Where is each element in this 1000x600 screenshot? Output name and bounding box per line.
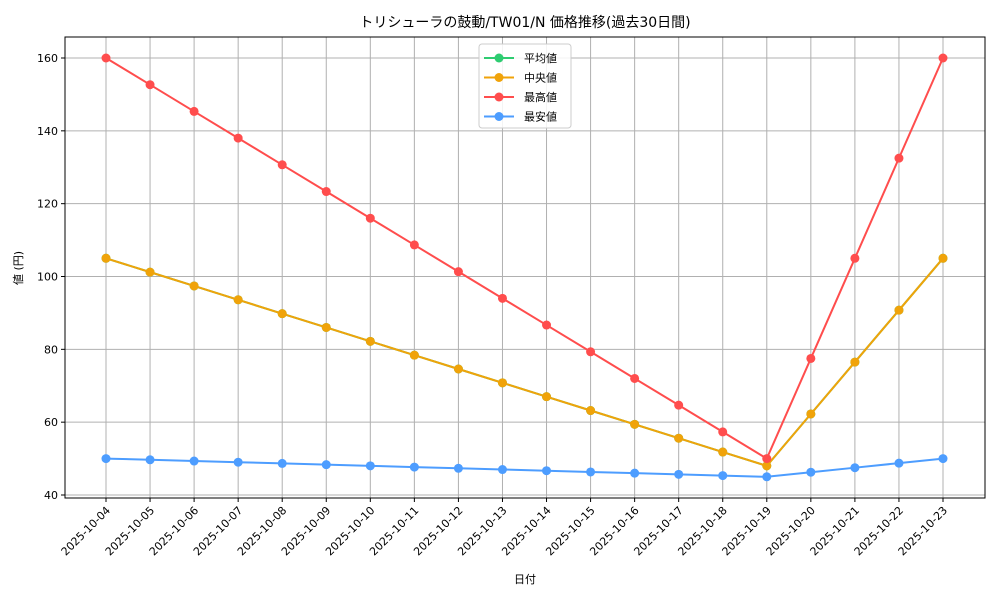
series-0 <box>101 253 948 471</box>
data-point <box>101 253 111 263</box>
data-point <box>674 469 684 479</box>
grid-lines <box>65 37 985 498</box>
data-point <box>674 433 684 443</box>
data-point <box>762 461 772 471</box>
legend-marker-icon <box>494 92 504 102</box>
data-point <box>630 373 640 383</box>
data-point <box>894 305 904 315</box>
data-point <box>762 472 772 482</box>
data-point <box>497 465 507 475</box>
series-line <box>105 57 944 461</box>
series-line <box>105 457 944 478</box>
data-point <box>453 267 463 277</box>
legend-marker-icon <box>494 73 504 82</box>
data-point <box>101 454 111 464</box>
data-point <box>321 187 331 197</box>
data-point <box>277 458 287 468</box>
data-point <box>409 240 419 250</box>
y-tick-label: 100 <box>37 271 58 284</box>
data-point <box>233 133 243 143</box>
data-point <box>762 454 772 464</box>
data-point <box>189 281 199 291</box>
data-point <box>850 357 860 367</box>
legend-label: 最高値 <box>524 90 557 104</box>
data-point <box>542 466 552 476</box>
data-point <box>145 455 155 465</box>
legend-box <box>478 43 572 129</box>
legend-marker-icon <box>494 53 504 63</box>
data-point <box>586 467 596 477</box>
data-point <box>497 378 507 388</box>
data-point <box>542 320 552 330</box>
series-1 <box>101 253 948 471</box>
data-point <box>189 106 199 116</box>
data-point <box>630 419 640 429</box>
data-point <box>409 350 419 360</box>
y-tick-label: 80 <box>44 343 58 356</box>
data-point <box>365 336 375 346</box>
y-tick-label: 60 <box>44 416 58 429</box>
y-tick-label: 160 <box>37 52 58 65</box>
data-point <box>674 400 684 410</box>
data-point <box>850 253 860 263</box>
data-point <box>542 392 552 402</box>
data-point <box>145 80 155 90</box>
data-point <box>718 427 728 437</box>
data-point <box>718 471 728 481</box>
data-point <box>145 267 155 277</box>
data-point <box>233 295 243 305</box>
y-tick-label: 40 <box>44 489 58 502</box>
legend-label: 最安値 <box>524 110 557 124</box>
data-point <box>938 53 948 63</box>
data-point <box>497 293 507 303</box>
data-point <box>718 447 728 457</box>
y-tick-label: 140 <box>37 125 58 138</box>
data-point <box>894 458 904 468</box>
y-tick-label: 120 <box>37 198 58 211</box>
y-axis-label: 値 (円) <box>12 251 25 285</box>
data-point <box>586 406 596 416</box>
y-axis-ticks: 40 60 80 100 120 140 160 <box>37 52 65 502</box>
data-point <box>806 467 816 477</box>
data-point <box>938 454 948 464</box>
data-point <box>277 160 287 170</box>
data-point <box>365 461 375 471</box>
data-point <box>850 463 860 473</box>
legend-label: 中央値 <box>524 72 557 85</box>
data-point <box>894 153 904 163</box>
series-line <box>105 257 944 468</box>
data-point <box>189 456 199 466</box>
data-point <box>806 409 816 419</box>
data-point <box>409 462 419 472</box>
data-point <box>806 353 816 363</box>
series-2 <box>101 53 948 464</box>
data-point <box>365 213 375 223</box>
data-point <box>938 253 948 263</box>
data-point <box>101 53 111 63</box>
data-point <box>630 468 640 478</box>
plot-frame <box>64 36 986 499</box>
data-point <box>321 460 331 470</box>
data-point <box>277 309 287 319</box>
series-line <box>105 257 944 468</box>
legend-label: 平均値 <box>524 52 557 65</box>
x-axis-label: 日付 <box>514 573 536 586</box>
series-3 <box>101 454 948 482</box>
data-point <box>321 322 331 332</box>
x-axis-ticks: 2025-10-042025-10-052025-10-062025-10-07… <box>59 498 950 558</box>
data-point <box>233 457 243 467</box>
data-point <box>586 347 596 357</box>
data-point <box>453 364 463 374</box>
data-point <box>453 463 463 473</box>
chart-title: トリシューラの鼓動/TW01/N 価格推移(過去30日間) <box>359 15 690 31</box>
legend-marker-icon <box>494 112 504 121</box>
data-series <box>101 53 948 482</box>
